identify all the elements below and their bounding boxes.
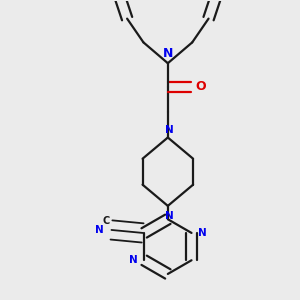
- Text: N: N: [95, 225, 104, 235]
- Text: O: O: [196, 80, 206, 94]
- Text: N: N: [198, 228, 207, 238]
- Text: N: N: [165, 124, 174, 134]
- Text: N: N: [163, 46, 174, 60]
- Text: C: C: [103, 216, 110, 226]
- Text: N: N: [165, 211, 174, 220]
- Text: N: N: [129, 255, 138, 265]
